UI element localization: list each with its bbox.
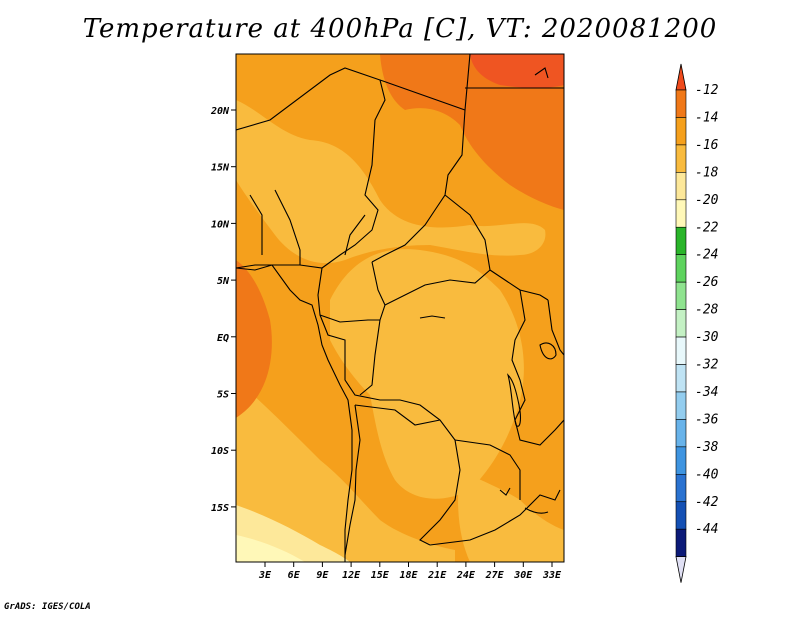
colorbar-segment — [675, 281, 687, 310]
lon-label: 30E — [513, 570, 533, 581]
border-line — [354, 404, 441, 426]
field-band-southwest — [236, 380, 455, 562]
border-line — [454, 439, 521, 500]
border-line — [236, 67, 386, 271]
colorbar-label: -38 — [695, 440, 719, 455]
colorbar-label: -42 — [695, 495, 719, 510]
colorbar-label: -26 — [695, 275, 719, 290]
longitude-axis: 3E 6E 9E 12E 15E 18E 21E 24E 27E 30E 33E — [258, 562, 562, 581]
lake-outline — [506, 373, 521, 427]
lake-outline — [524, 507, 549, 514]
lake-outline — [534, 67, 549, 79]
colorbar-segment — [675, 226, 687, 256]
lat-label: 20N — [210, 106, 230, 117]
colorbar-label: -44 — [695, 522, 718, 537]
lon-label: 9E — [316, 570, 329, 581]
colorbar-bottom-arrow — [675, 556, 687, 583]
chart-title: Temperature at 400hPa [C], VT: 202008120… — [82, 14, 718, 44]
colorbar-segment — [675, 172, 687, 201]
lat-label: 5S — [217, 390, 229, 401]
colorbar-segment — [675, 364, 687, 393]
lat-label: 10N — [211, 219, 230, 230]
colorbar-label: -34 — [695, 385, 718, 400]
colorbar-segment — [675, 309, 687, 338]
field-band-sw-3 — [236, 535, 305, 562]
lake-outline — [539, 342, 557, 360]
colorbar: -12 -14 -16 -18 -20 -22 -24 -26 -28 -30 -32 -34 -36 -… — [675, 63, 719, 583]
lon-label: 27E — [485, 570, 505, 581]
country-borders — [236, 54, 564, 562]
colorbar-segment — [675, 144, 687, 173]
lake-outline — [499, 487, 511, 496]
colorbar-segment — [675, 473, 687, 503]
border-line — [371, 109, 466, 263]
colorbar-segment — [675, 446, 687, 475]
lon-label: 33E — [542, 570, 562, 581]
colorbar-label: -12 — [695, 83, 719, 98]
border-line — [444, 194, 549, 301]
colorbar-segment — [675, 199, 687, 228]
lat-label: 15S — [211, 503, 229, 514]
lat-label: 10S — [211, 446, 229, 457]
colorbar-label: -30 — [695, 330, 719, 345]
lake-outline — [419, 315, 446, 319]
colorbar-label: -28 — [695, 303, 719, 318]
colorbar-segment — [675, 501, 687, 530]
colorbar-segment — [675, 528, 687, 557]
colorbar-label: -32 — [695, 358, 719, 373]
colorbar-label: -14 — [695, 110, 718, 125]
border-line — [236, 130, 301, 265]
lat-label: 15N — [211, 163, 230, 174]
colorbar-label: -22 — [695, 220, 719, 235]
colorbar-segment — [675, 117, 687, 146]
lat-label: EQ — [217, 333, 229, 344]
border-line — [344, 404, 361, 556]
colorbar-segment — [675, 391, 687, 420]
lon-label: 12E — [342, 570, 361, 581]
field-band-far-ne — [470, 54, 564, 89]
border-line — [371, 261, 491, 306]
temperature-field — [236, 54, 564, 562]
lon-label: 24E — [456, 570, 476, 581]
lon-label: 3E — [258, 570, 272, 581]
colorbar-label: -18 — [695, 165, 719, 180]
colorbar-segment — [675, 254, 687, 283]
field-band-west-edge — [236, 260, 272, 418]
border-line — [511, 289, 564, 446]
latitude-axis: 20N 15N 10N 5N EQ 5S 10S 15S — [210, 106, 236, 514]
colorbar-segment — [675, 419, 687, 448]
coastline — [236, 264, 353, 562]
lon-label: 15E — [371, 570, 390, 581]
colorbar-label: -16 — [695, 138, 719, 153]
field-band-southeast — [458, 470, 564, 562]
border-line — [319, 314, 461, 546]
colorbar-top-arrow — [675, 63, 687, 91]
credit-text: GrADS: IGES/COLA — [4, 602, 91, 612]
border-line — [547, 299, 564, 356]
colorbar-label: -40 — [695, 467, 719, 482]
lat-label: 5N — [217, 276, 230, 287]
colorbar-label: -20 — [695, 193, 719, 208]
border-line — [429, 489, 561, 546]
field-band-north — [236, 100, 546, 264]
lon-label: 6E — [288, 570, 301, 581]
field-band-central — [330, 249, 524, 499]
border-line — [359, 319, 381, 396]
lon-label: 21E — [427, 570, 447, 581]
lon-label: 18E — [399, 570, 418, 581]
colorbar-label: -36 — [695, 412, 719, 427]
colorbar-segment — [675, 89, 687, 118]
colorbar-segment — [675, 336, 687, 365]
field-band-northeast — [380, 54, 564, 210]
map-frame — [235, 53, 565, 563]
colorbar-label: -24 — [695, 248, 718, 263]
border-line — [344, 214, 366, 256]
